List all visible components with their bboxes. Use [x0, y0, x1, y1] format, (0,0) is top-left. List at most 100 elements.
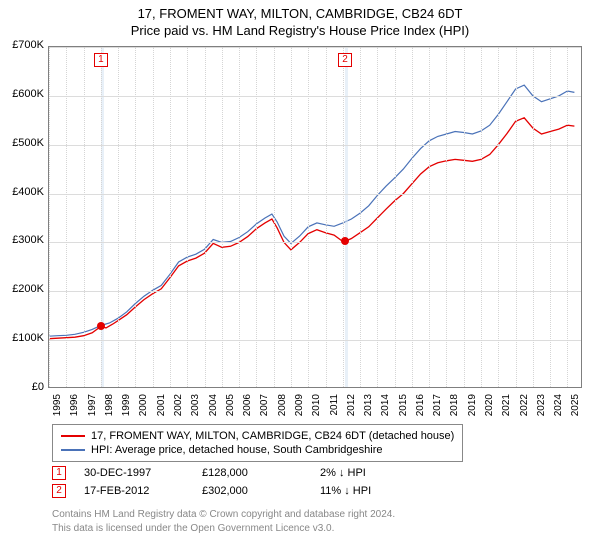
row-date: 30-DEC-1997 [84, 467, 184, 479]
gridline-h [49, 145, 581, 146]
x-tick-label: 2000 [138, 394, 149, 420]
x-tick-label: 2004 [208, 394, 219, 420]
x-tick-label: 2024 [553, 394, 564, 420]
gridline-v [533, 47, 534, 387]
row-index-box: 2 [52, 484, 66, 498]
gridline-v [446, 47, 447, 387]
y-tick-label: £100K [4, 332, 44, 344]
table-row: 1 30-DEC-1997 £128,000 2% ↓ HPI [52, 466, 420, 480]
gridline-v [222, 47, 223, 387]
x-tick-label: 2007 [259, 394, 270, 420]
gridline-v [343, 47, 344, 387]
gridline-v [360, 47, 361, 387]
row-price: £128,000 [202, 467, 302, 479]
y-tick-label: £700K [4, 39, 44, 51]
row-delta: 2% ↓ HPI [320, 467, 420, 479]
gridline-v [308, 47, 309, 387]
gridline-v [498, 47, 499, 387]
gridline-v [412, 47, 413, 387]
gridline-v [429, 47, 430, 387]
gridline-v [274, 47, 275, 387]
y-tick-label: £0 [4, 381, 44, 393]
row-date: 17-FEB-2012 [84, 485, 184, 497]
gridline-v [481, 47, 482, 387]
x-tick-label: 2014 [380, 394, 391, 420]
gridline-h [49, 291, 581, 292]
legend: 17, FROMENT WAY, MILTON, CAMBRIDGE, CB24… [52, 424, 463, 462]
chart-plot-area: 12 [48, 46, 582, 388]
y-tick-label: £400K [4, 186, 44, 198]
gridline-v [516, 47, 517, 387]
x-tick-label: 2011 [329, 394, 340, 420]
x-tick-label: 2019 [467, 394, 478, 420]
sale-marker [341, 237, 349, 245]
event-shade [345, 47, 348, 387]
sale-marker-box: 1 [94, 53, 108, 67]
x-tick-label: 2015 [398, 394, 409, 420]
chart-title: 17, FROMENT WAY, MILTON, CAMBRIDGE, CB24… [0, 0, 600, 21]
row-index-box: 1 [52, 466, 66, 480]
y-tick-label: £500K [4, 137, 44, 149]
row-price: £302,000 [202, 485, 302, 497]
x-tick-label: 2020 [484, 394, 495, 420]
gridline-v [326, 47, 327, 387]
x-tick-label: 2010 [311, 394, 322, 420]
legend-label: HPI: Average price, detached house, Sout… [91, 444, 382, 456]
x-tick-label: 1999 [121, 394, 132, 420]
sale-marker [97, 322, 105, 330]
legend-label: 17, FROMENT WAY, MILTON, CAMBRIDGE, CB24… [91, 430, 454, 442]
x-tick-label: 1998 [104, 394, 115, 420]
gridline-v [187, 47, 188, 387]
y-tick-label: £200K [4, 283, 44, 295]
footer-line-1: Contains HM Land Registry data © Crown c… [52, 508, 395, 522]
gridline-v [395, 47, 396, 387]
x-tick-label: 2009 [294, 394, 305, 420]
x-tick-label: 2003 [190, 394, 201, 420]
legend-item: 17, FROMENT WAY, MILTON, CAMBRIDGE, CB24… [61, 429, 454, 443]
gridline-v [170, 47, 171, 387]
x-tick-label: 1997 [87, 394, 98, 420]
gridline-h [49, 340, 581, 341]
footer-attribution: Contains HM Land Registry data © Crown c… [52, 508, 395, 535]
gridline-v [118, 47, 119, 387]
gridline-v [66, 47, 67, 387]
chart-subtitle: Price paid vs. HM Land Registry's House … [0, 21, 600, 38]
gridline-h [49, 194, 581, 195]
x-tick-label: 2017 [432, 394, 443, 420]
gridline-v [550, 47, 551, 387]
sales-table: 1 30-DEC-1997 £128,000 2% ↓ HPI 2 17-FEB-2012… [52, 466, 420, 502]
gridline-h [49, 242, 581, 243]
x-tick-label: 2025 [570, 394, 581, 420]
x-tick-label: 2022 [519, 394, 530, 420]
x-tick-label: 1995 [52, 394, 63, 420]
legend-swatch [61, 449, 85, 451]
gridline-v [135, 47, 136, 387]
gridline-v [567, 47, 568, 387]
x-tick-label: 2008 [277, 394, 288, 420]
gridline-h [49, 96, 581, 97]
legend-item: HPI: Average price, detached house, Sout… [61, 443, 454, 457]
series-line [49, 118, 574, 339]
sale-marker-box: 2 [338, 53, 352, 67]
x-tick-label: 2018 [449, 394, 460, 420]
gridline-v [205, 47, 206, 387]
gridline-h [49, 47, 581, 48]
x-tick-label: 2012 [346, 394, 357, 420]
gridline-v [84, 47, 85, 387]
legend-swatch [61, 435, 85, 437]
gridline-v [377, 47, 378, 387]
gridline-v [464, 47, 465, 387]
series-line [49, 85, 574, 336]
x-tick-label: 2013 [363, 394, 374, 420]
gridline-v [291, 47, 292, 387]
x-tick-label: 1996 [69, 394, 80, 420]
gridline-v [49, 47, 50, 387]
x-tick-label: 2005 [225, 394, 236, 420]
x-tick-label: 2001 [156, 394, 167, 420]
x-tick-label: 2021 [501, 394, 512, 420]
gridline-v [153, 47, 154, 387]
y-tick-label: £300K [4, 234, 44, 246]
footer-line-2: This data is licensed under the Open Gov… [52, 522, 395, 536]
chart-lines [49, 47, 583, 389]
gridline-v [256, 47, 257, 387]
